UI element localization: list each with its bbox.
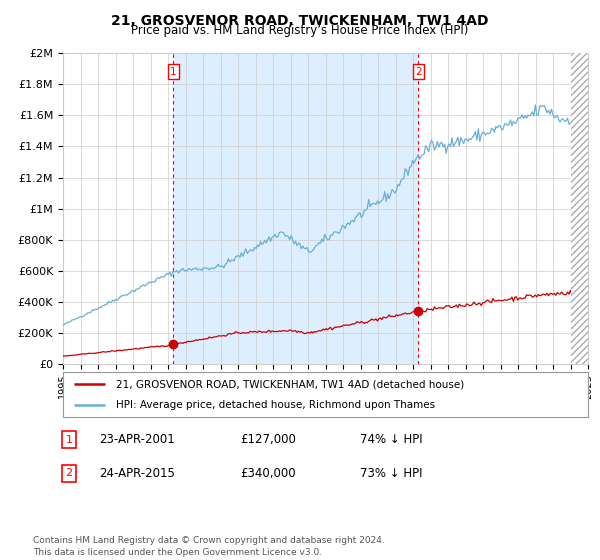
Text: 1: 1 [170, 67, 177, 77]
Text: 21, GROSVENOR ROAD, TWICKENHAM, TW1 4AD: 21, GROSVENOR ROAD, TWICKENHAM, TW1 4AD [111, 14, 489, 28]
Text: 23-APR-2001: 23-APR-2001 [99, 433, 175, 446]
Text: 74% ↓ HPI: 74% ↓ HPI [360, 433, 422, 446]
Text: £127,000: £127,000 [240, 433, 296, 446]
Text: £340,000: £340,000 [240, 466, 296, 480]
Text: HPI: Average price, detached house, Richmond upon Thames: HPI: Average price, detached house, Rich… [115, 400, 434, 410]
Text: 1: 1 [65, 435, 73, 445]
Text: 21, GROSVENOR ROAD, TWICKENHAM, TW1 4AD (detached house): 21, GROSVENOR ROAD, TWICKENHAM, TW1 4AD … [115, 380, 464, 390]
Bar [173, 53, 418, 364]
Text: 73% ↓ HPI: 73% ↓ HPI [360, 466, 422, 480]
Bar [571, 53, 588, 364]
Text: 2: 2 [415, 67, 422, 77]
Text: Price paid vs. HM Land Registry’s House Price Index (HPI): Price paid vs. HM Land Registry’s House … [131, 24, 469, 37]
Bar [571, 53, 588, 364]
Text: 24-APR-2015: 24-APR-2015 [99, 466, 175, 480]
Text: Contains HM Land Registry data © Crown copyright and database right 2024.
This d: Contains HM Land Registry data © Crown c… [33, 536, 385, 557]
Text: 2: 2 [65, 468, 73, 478]
